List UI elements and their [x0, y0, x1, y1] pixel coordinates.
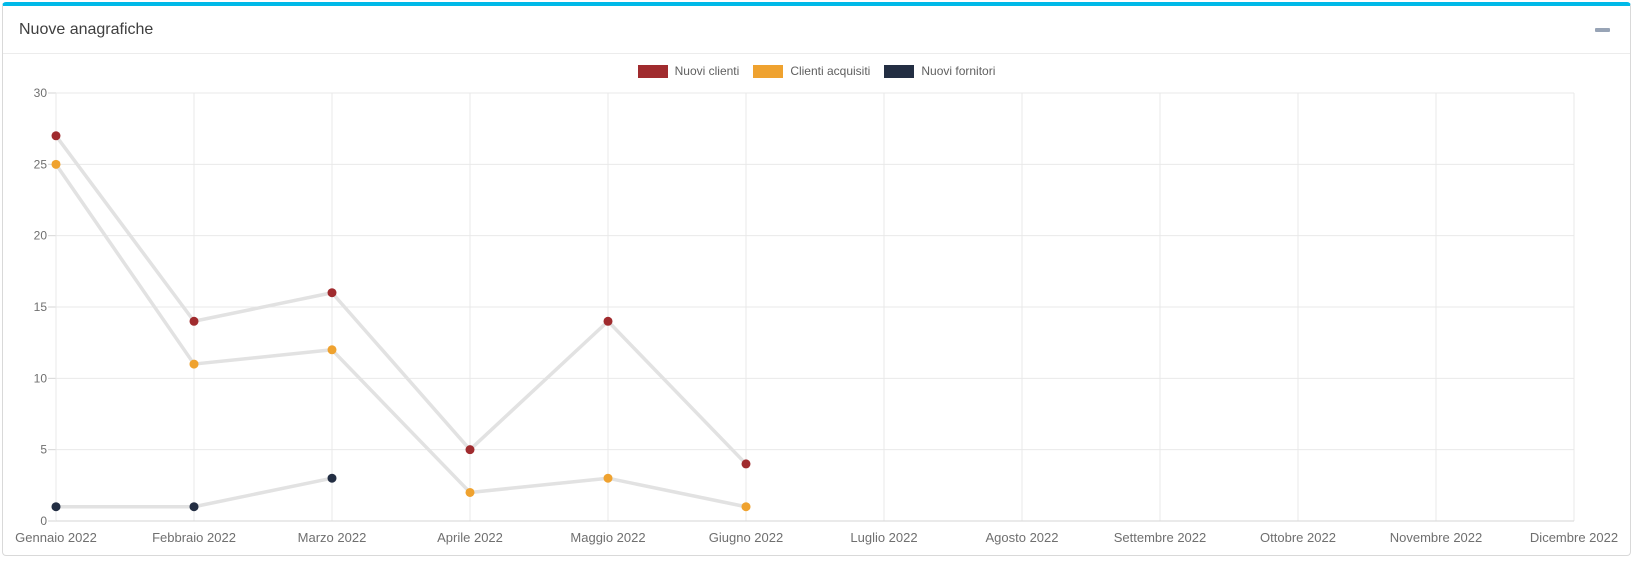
series-line-1: [54, 162, 748, 509]
x-tick-label: Agosto 2022: [985, 530, 1058, 545]
data-point-2: [51, 502, 61, 512]
data-point-2: [189, 502, 199, 512]
legend-item-0[interactable]: Nuovi clienti: [637, 64, 740, 78]
x-tick-label: Gennaio 2022: [15, 530, 97, 545]
y-tick-label: 0: [40, 514, 47, 528]
chart-area: Nuovi clienti Clienti acquisiti Nuovi forn…: [3, 54, 1630, 555]
y-tick-label: 5: [40, 443, 47, 457]
data-point-2: [327, 473, 337, 483]
x-tick-label: Marzo 2022: [298, 530, 367, 545]
x-tick-label: Febbraio 2022: [152, 530, 236, 545]
card-header: Nuove anagrafiche: [3, 6, 1630, 54]
data-point-0: [465, 445, 475, 455]
legend-item-1[interactable]: Clienti acquisiti: [753, 64, 870, 78]
data-point-1: [741, 502, 751, 512]
page-title: Nuove anagrafiche: [19, 20, 154, 38]
line-chart: 0 5 10 15 20 25 30 Gennaio 2022 Febbraio 2022 Mar…: [15, 86, 1618, 545]
y-tick-label: 15: [34, 300, 48, 314]
data-point-0: [189, 316, 199, 326]
y-tick-label: 25: [34, 157, 48, 171]
legend-label: Nuovi clienti: [674, 64, 740, 78]
data-point-0: [327, 288, 337, 298]
legend-swatch: [884, 64, 915, 78]
data-point-0: [603, 316, 613, 326]
y-tick-label: 30: [34, 86, 48, 100]
data-point-1: [603, 473, 613, 483]
data-point-1: [465, 487, 475, 497]
x-tick-label: Ottobre 2022: [1260, 530, 1336, 545]
legend-label: Clienti acquisiti: [790, 64, 871, 78]
data-point-1: [189, 359, 199, 369]
y-tick-label: 10: [34, 371, 48, 385]
data-point-1: [327, 345, 337, 355]
data-point-0: [51, 131, 61, 141]
series-line-0: [54, 134, 748, 466]
minus-icon: [1595, 27, 1610, 32]
data-point-1: [51, 159, 61, 169]
data-point-0: [741, 459, 751, 469]
x-tick-label: Giugno 2022: [709, 530, 783, 545]
legend-swatch: [753, 64, 784, 78]
x-tick-label: Maggio 2022: [570, 530, 645, 545]
legend-label: Nuovi fornitori: [921, 64, 996, 78]
x-tick-label: Dicembre 2022: [1530, 530, 1618, 545]
chart-legend: Nuovi clienti Clienti acquisiti Nuovi forn…: [3, 64, 1630, 78]
x-tick-label: Aprile 2022: [437, 530, 503, 545]
x-tick-label: Novembre 2022: [1390, 530, 1483, 545]
legend-swatch: [637, 64, 668, 78]
x-tick-label: Settembre 2022: [1114, 530, 1207, 545]
collapse-button[interactable]: [1591, 22, 1614, 38]
legend-item-2[interactable]: Nuovi fornitori: [884, 64, 995, 78]
y-tick-label: 20: [34, 229, 48, 243]
x-tick-label: Luglio 2022: [850, 530, 917, 545]
